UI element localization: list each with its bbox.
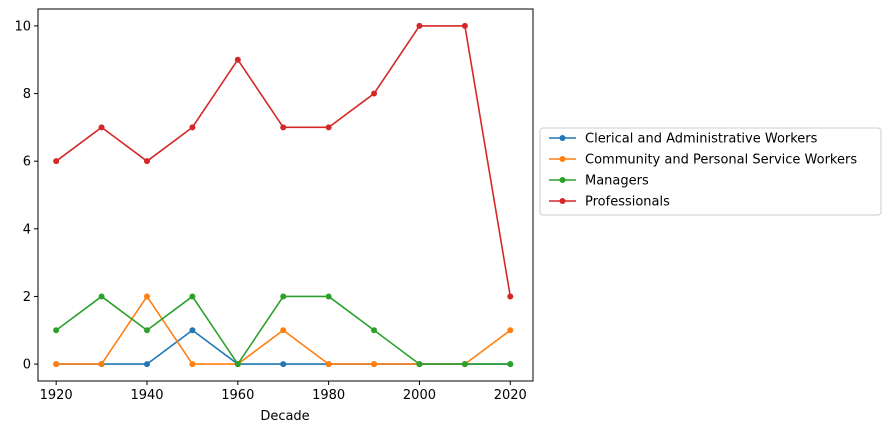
data-point bbox=[461, 361, 468, 368]
data-point bbox=[98, 361, 105, 368]
legend-marker bbox=[559, 156, 566, 162]
y-tick-label: 6 bbox=[23, 155, 31, 170]
data-point bbox=[280, 327, 287, 334]
data-point bbox=[234, 56, 241, 63]
data-point bbox=[53, 327, 60, 334]
data-point bbox=[280, 361, 287, 368]
data-point bbox=[507, 361, 514, 368]
data-point bbox=[416, 361, 423, 368]
data-point bbox=[143, 158, 150, 165]
x-axis-label: Decade bbox=[260, 409, 309, 424]
data-point bbox=[189, 327, 196, 334]
data-point bbox=[98, 124, 105, 131]
series-line bbox=[55, 25, 512, 297]
data-point bbox=[53, 158, 60, 165]
legend-marker bbox=[559, 135, 566, 141]
legend-label: Community and Personal Service Workers bbox=[585, 153, 857, 168]
legend-label: Managers bbox=[585, 174, 649, 189]
data-point bbox=[143, 293, 150, 300]
series-2 bbox=[53, 293, 514, 368]
y-tick-label: 0 bbox=[23, 358, 31, 373]
x-tick-label: 2020 bbox=[494, 388, 527, 403]
data-point bbox=[325, 124, 332, 131]
data-point bbox=[189, 361, 196, 368]
data-point bbox=[371, 361, 378, 368]
data-point bbox=[280, 124, 287, 131]
data-point bbox=[98, 293, 105, 300]
data-point bbox=[189, 124, 196, 131]
series-layer bbox=[53, 22, 514, 368]
data-point bbox=[53, 361, 60, 368]
data-point bbox=[371, 327, 378, 334]
data-point bbox=[416, 22, 423, 29]
legend-marker bbox=[559, 177, 566, 183]
data-point bbox=[280, 293, 287, 300]
series-3 bbox=[53, 22, 514, 300]
data-point bbox=[507, 293, 514, 300]
y-tick-label: 4 bbox=[23, 222, 31, 237]
legend-marker bbox=[559, 198, 566, 204]
data-point bbox=[507, 327, 514, 334]
series-line bbox=[56, 329, 511, 365]
x-tick-label: 1980 bbox=[312, 388, 345, 403]
y-tick-label: 2 bbox=[23, 290, 31, 305]
legend: Clerical and Administrative Workers Commu… bbox=[539, 127, 882, 216]
legend-label: Professionals bbox=[585, 195, 670, 210]
legend-box bbox=[539, 127, 882, 216]
data-point bbox=[461, 22, 468, 29]
data-point bbox=[371, 90, 378, 97]
data-point bbox=[143, 327, 150, 334]
x-tick-label: 2000 bbox=[403, 388, 436, 403]
data-point bbox=[234, 361, 241, 368]
y-axis: 0 2 4 6 8 10 bbox=[14, 19, 38, 373]
data-point bbox=[189, 293, 196, 300]
x-tick-label: 1960 bbox=[221, 388, 254, 403]
data-point bbox=[325, 361, 332, 368]
y-tick-label: 8 bbox=[23, 87, 31, 102]
x-tick-label: 1940 bbox=[130, 388, 163, 403]
legend-label: Clerical and Administrative Workers bbox=[585, 132, 818, 147]
y-tick-label: 10 bbox=[14, 19, 31, 34]
data-point bbox=[325, 293, 332, 300]
data-point bbox=[143, 361, 150, 368]
series-1 bbox=[53, 293, 514, 368]
x-axis: 1920 1940 1960 1980 2000 2020 bbox=[40, 381, 527, 403]
plot-frame bbox=[37, 8, 534, 382]
x-tick-label: 1920 bbox=[40, 388, 73, 403]
